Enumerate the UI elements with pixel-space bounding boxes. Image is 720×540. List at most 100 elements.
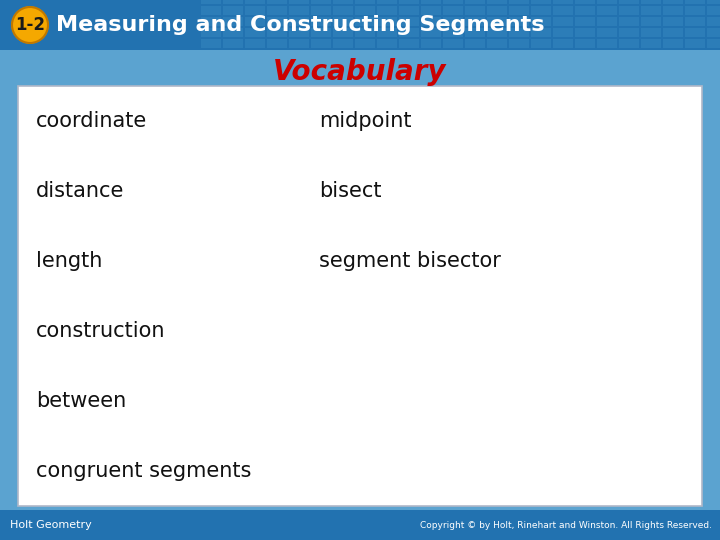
FancyBboxPatch shape: [421, 39, 441, 48]
FancyBboxPatch shape: [685, 6, 705, 15]
FancyBboxPatch shape: [641, 28, 661, 37]
FancyBboxPatch shape: [311, 6, 331, 15]
FancyBboxPatch shape: [663, 0, 683, 4]
Text: distance: distance: [36, 181, 125, 201]
FancyBboxPatch shape: [707, 39, 720, 48]
FancyBboxPatch shape: [223, 39, 243, 48]
FancyBboxPatch shape: [223, 0, 243, 4]
FancyBboxPatch shape: [509, 6, 529, 15]
FancyBboxPatch shape: [487, 17, 507, 26]
FancyBboxPatch shape: [355, 0, 375, 4]
FancyBboxPatch shape: [597, 39, 617, 48]
Text: Measuring and Constructing Segments: Measuring and Constructing Segments: [56, 15, 544, 35]
FancyBboxPatch shape: [333, 39, 353, 48]
FancyBboxPatch shape: [311, 0, 331, 4]
Text: midpoint: midpoint: [319, 111, 411, 131]
FancyBboxPatch shape: [575, 28, 595, 37]
FancyBboxPatch shape: [201, 39, 221, 48]
FancyBboxPatch shape: [289, 39, 309, 48]
FancyBboxPatch shape: [685, 39, 705, 48]
FancyBboxPatch shape: [487, 0, 507, 4]
FancyBboxPatch shape: [443, 6, 463, 15]
FancyBboxPatch shape: [355, 17, 375, 26]
FancyBboxPatch shape: [333, 0, 353, 4]
FancyBboxPatch shape: [0, 0, 720, 50]
FancyBboxPatch shape: [663, 28, 683, 37]
Text: segment bisector: segment bisector: [319, 251, 501, 271]
FancyBboxPatch shape: [377, 0, 397, 4]
FancyBboxPatch shape: [267, 39, 287, 48]
FancyBboxPatch shape: [707, 17, 720, 26]
FancyBboxPatch shape: [201, 6, 221, 15]
FancyBboxPatch shape: [509, 17, 529, 26]
FancyBboxPatch shape: [619, 0, 639, 4]
FancyBboxPatch shape: [487, 39, 507, 48]
FancyBboxPatch shape: [487, 6, 507, 15]
FancyBboxPatch shape: [641, 39, 661, 48]
FancyBboxPatch shape: [267, 0, 287, 4]
FancyBboxPatch shape: [0, 510, 720, 540]
FancyBboxPatch shape: [575, 6, 595, 15]
FancyBboxPatch shape: [465, 0, 485, 4]
FancyBboxPatch shape: [663, 6, 683, 15]
Circle shape: [12, 7, 48, 43]
FancyBboxPatch shape: [333, 6, 353, 15]
FancyBboxPatch shape: [267, 6, 287, 15]
FancyBboxPatch shape: [641, 17, 661, 26]
FancyBboxPatch shape: [223, 17, 243, 26]
FancyBboxPatch shape: [245, 0, 265, 4]
FancyBboxPatch shape: [443, 17, 463, 26]
FancyBboxPatch shape: [641, 0, 661, 4]
FancyBboxPatch shape: [553, 0, 573, 4]
FancyBboxPatch shape: [685, 28, 705, 37]
FancyBboxPatch shape: [399, 28, 419, 37]
Text: Vocabulary: Vocabulary: [274, 58, 446, 86]
FancyBboxPatch shape: [663, 17, 683, 26]
FancyBboxPatch shape: [685, 0, 705, 4]
FancyBboxPatch shape: [443, 39, 463, 48]
FancyBboxPatch shape: [245, 17, 265, 26]
FancyBboxPatch shape: [575, 0, 595, 4]
Text: length: length: [36, 251, 102, 271]
FancyBboxPatch shape: [663, 39, 683, 48]
FancyBboxPatch shape: [597, 28, 617, 37]
FancyBboxPatch shape: [619, 17, 639, 26]
FancyBboxPatch shape: [245, 39, 265, 48]
Text: 1-2: 1-2: [15, 16, 45, 34]
FancyBboxPatch shape: [399, 0, 419, 4]
FancyBboxPatch shape: [487, 28, 507, 37]
FancyBboxPatch shape: [509, 28, 529, 37]
FancyBboxPatch shape: [201, 0, 221, 4]
FancyBboxPatch shape: [685, 17, 705, 26]
FancyBboxPatch shape: [201, 28, 221, 37]
FancyBboxPatch shape: [333, 17, 353, 26]
FancyBboxPatch shape: [597, 17, 617, 26]
FancyBboxPatch shape: [421, 0, 441, 4]
FancyBboxPatch shape: [465, 6, 485, 15]
FancyBboxPatch shape: [597, 0, 617, 4]
FancyBboxPatch shape: [377, 39, 397, 48]
FancyBboxPatch shape: [509, 0, 529, 4]
FancyBboxPatch shape: [421, 17, 441, 26]
FancyBboxPatch shape: [619, 6, 639, 15]
FancyBboxPatch shape: [355, 6, 375, 15]
FancyBboxPatch shape: [553, 6, 573, 15]
FancyBboxPatch shape: [421, 28, 441, 37]
FancyBboxPatch shape: [531, 0, 551, 4]
FancyBboxPatch shape: [377, 28, 397, 37]
FancyBboxPatch shape: [619, 39, 639, 48]
FancyBboxPatch shape: [641, 6, 661, 15]
FancyBboxPatch shape: [575, 39, 595, 48]
FancyBboxPatch shape: [531, 6, 551, 15]
FancyBboxPatch shape: [289, 6, 309, 15]
FancyBboxPatch shape: [465, 17, 485, 26]
FancyBboxPatch shape: [245, 28, 265, 37]
Text: construction: construction: [36, 321, 166, 341]
FancyBboxPatch shape: [333, 28, 353, 37]
FancyBboxPatch shape: [201, 17, 221, 26]
FancyBboxPatch shape: [465, 39, 485, 48]
FancyBboxPatch shape: [399, 39, 419, 48]
FancyBboxPatch shape: [553, 28, 573, 37]
FancyBboxPatch shape: [311, 17, 331, 26]
FancyBboxPatch shape: [553, 17, 573, 26]
